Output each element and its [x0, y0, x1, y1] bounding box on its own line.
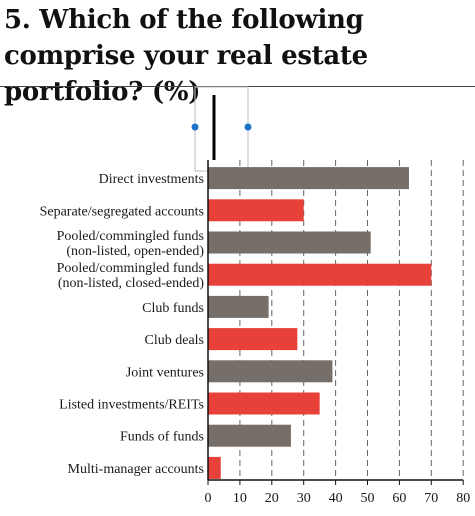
selection-box	[194, 86, 249, 172]
x-tick-label-60: 60	[392, 491, 406, 506]
category-label-line: Club funds	[142, 301, 204, 316]
x-tick-label-30: 30	[297, 491, 311, 506]
bar-3	[208, 263, 432, 286]
category-label-line: (non-listed, open-ended)	[66, 244, 204, 259]
category-label-4: Club funds	[142, 301, 204, 316]
bar-5	[208, 328, 298, 351]
category-label-3: Pooled/commingled funds (non-listed, clos…	[57, 261, 205, 291]
bar-6	[208, 360, 333, 383]
category-label-0: Direct investments	[99, 172, 204, 187]
category-label-line: (non-listed, closed-ended)	[58, 276, 205, 291]
x-tick-label-20: 20	[265, 491, 279, 506]
chart-title: 5. Which of the following comprise your …	[4, 5, 368, 107]
selection-handle-right	[244, 123, 252, 131]
x-tick-label-80: 80	[456, 491, 470, 506]
selection-handle-left	[191, 123, 199, 131]
category-label-line: Club deals	[145, 333, 205, 348]
category-label-line: Joint ventures	[126, 365, 204, 380]
x-tick-label-70: 70	[424, 491, 438, 506]
category-label-1: Separate/segregated accounts	[40, 204, 204, 219]
category-label-9: Multi-manager accounts	[68, 462, 204, 477]
category-label-5: Club deals	[145, 333, 205, 348]
category-label-line: Multi-manager accounts	[68, 462, 204, 477]
bar-0	[208, 167, 409, 190]
category-label-line: Pooled/commingled funds	[57, 261, 204, 276]
bar-4	[208, 295, 269, 318]
category-label-line: Listed investments/REITs	[59, 398, 204, 413]
bar-9	[208, 456, 221, 479]
bar-1	[208, 199, 304, 222]
x-tick-label-50: 50	[361, 491, 375, 506]
category-label-8: Funds of funds	[120, 430, 204, 445]
bar-2	[208, 231, 371, 254]
x-tick-label-10: 10	[233, 491, 247, 506]
category-label-7: Listed investments/REITs	[59, 398, 204, 413]
bar-8	[208, 424, 291, 447]
category-label-6: Joint ventures	[126, 365, 204, 380]
category-label-2: Pooled/commingled funds (non-listed, open…	[57, 229, 205, 259]
x-tick-label-40: 40	[329, 491, 343, 506]
category-label-line: Funds of funds	[120, 430, 204, 445]
bar-7	[208, 392, 320, 415]
x-tick-label-0: 0	[205, 491, 212, 506]
category-label-line: Separate/segregated accounts	[40, 204, 204, 219]
category-label-line: Direct investments	[99, 172, 204, 187]
category-label-line: Pooled/commingled funds	[57, 229, 204, 244]
